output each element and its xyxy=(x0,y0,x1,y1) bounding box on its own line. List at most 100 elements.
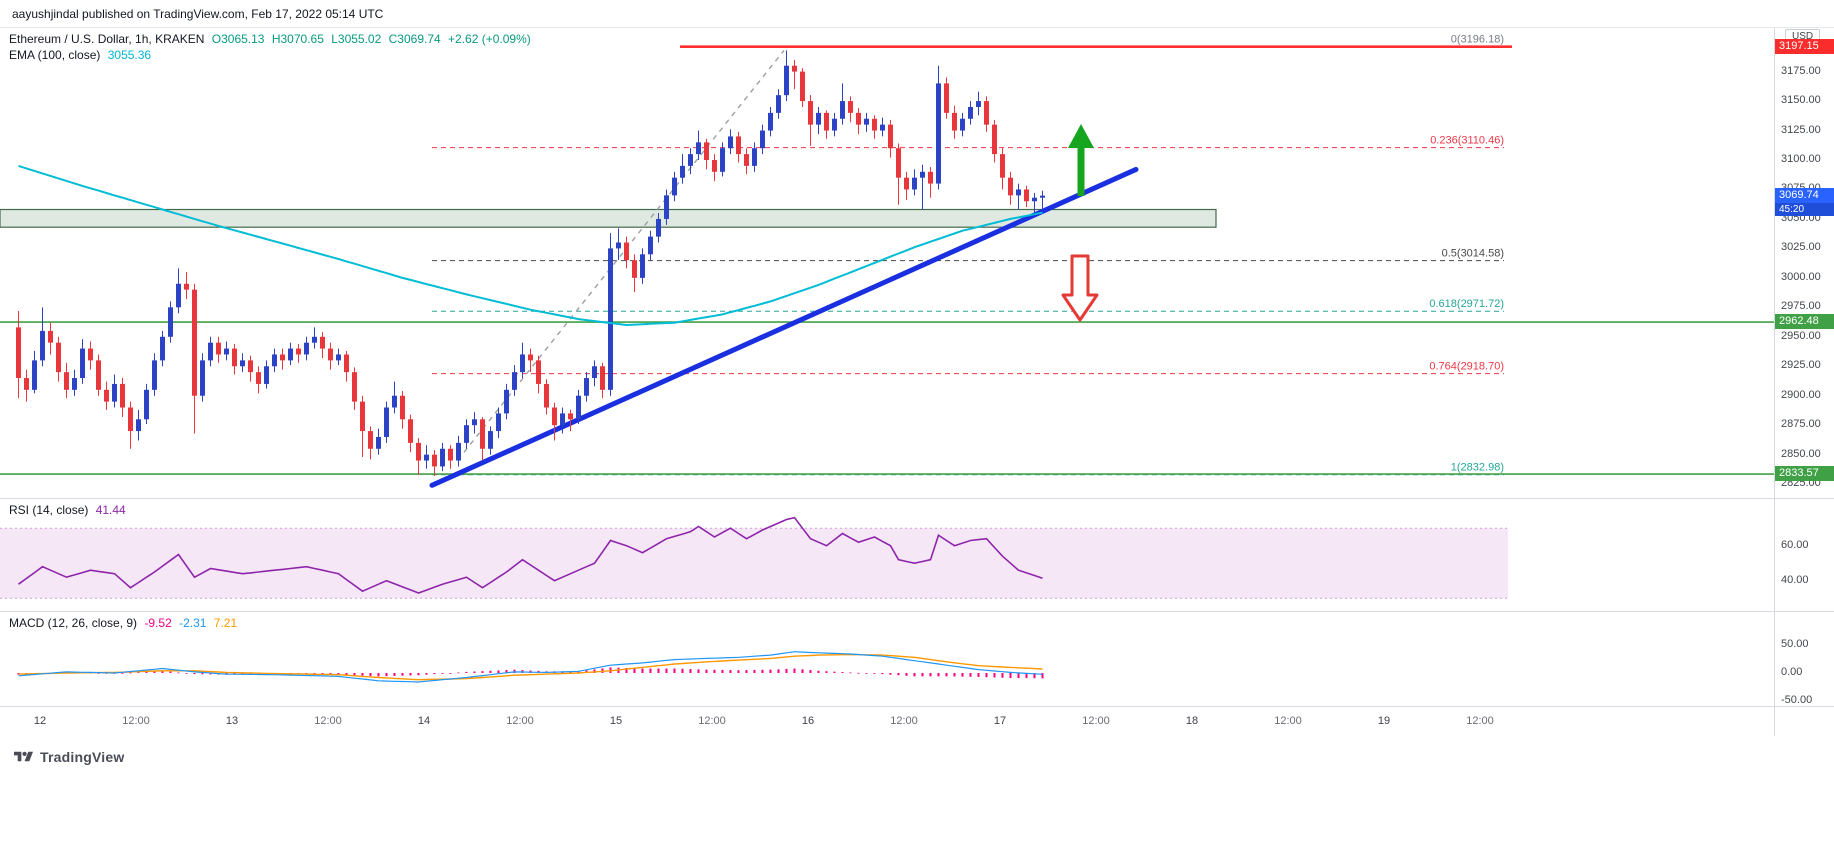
axis-tick-label: 2900.00 xyxy=(1781,388,1821,401)
macd-histogram-bar xyxy=(841,672,844,673)
macd-pane[interactable]: MACD (12, 26, close, 9) -9.52 -2.31 7.21… xyxy=(0,611,1834,706)
macd-histogram-bar xyxy=(129,672,132,674)
macd-histogram-bar xyxy=(361,673,364,676)
candle-body xyxy=(768,112,773,131)
fib-level-label: 0.5(3014.58) xyxy=(1442,248,1504,260)
macd-histogram-bar xyxy=(481,671,484,673)
macd-svg[interactable] xyxy=(0,612,1774,707)
rsi-legend: RSI (14, close) 41.44 xyxy=(9,502,130,518)
change-value: +2.62 (+0.09%) xyxy=(448,32,531,46)
tradingview-logo-icon[interactable] xyxy=(14,749,33,765)
candle-body xyxy=(80,348,85,379)
candle-body xyxy=(280,354,285,361)
macd-histogram-bar xyxy=(849,672,852,674)
candle-body xyxy=(912,177,917,190)
candle-body xyxy=(848,101,853,113)
macd-histogram-bar xyxy=(937,673,940,677)
macd-histogram-bar xyxy=(1025,673,1028,679)
macd-histogram-bar xyxy=(369,673,372,677)
rsi-svg[interactable] xyxy=(0,499,1774,612)
candle-body xyxy=(264,366,269,384)
macd-histogram-bar xyxy=(681,668,684,673)
candle-body xyxy=(712,160,717,172)
macd-histogram-bar xyxy=(153,671,156,673)
time-axis-label: 19 xyxy=(1377,715,1391,727)
time-axis-label: 12 xyxy=(33,715,47,727)
macd-histogram-bar xyxy=(777,669,780,673)
macd-histogram-bar xyxy=(977,673,980,677)
macd-histogram-bar xyxy=(585,670,588,673)
macd-histogram-bar xyxy=(825,671,828,673)
candle-body xyxy=(936,83,941,184)
time-axis-label: 15 xyxy=(609,715,623,727)
macd-histogram-bar xyxy=(801,669,804,673)
high-value: H3070.65 xyxy=(271,32,324,46)
macd-histogram-bar xyxy=(385,673,388,677)
macd-histogram-bar xyxy=(177,672,180,674)
candle-body xyxy=(784,65,789,96)
candle-body xyxy=(832,118,837,131)
macd-histogram-bar xyxy=(897,673,900,676)
candle-body xyxy=(984,101,989,125)
candle-body xyxy=(1024,189,1029,202)
candle-body xyxy=(592,366,597,379)
macd-signal-line xyxy=(18,653,1043,681)
main-legend: Ethereum / U.S. Dollar, 1h, KRAKEN O3065… xyxy=(9,31,535,63)
time-axis[interactable]: 12 12:00 13 12:00 14 12:00 15 12:00 16 12:00 17 12:… xyxy=(0,706,1834,736)
macd-histogram-bar xyxy=(593,669,596,673)
macd-histogram-bar xyxy=(785,668,788,673)
candle-body xyxy=(552,407,557,426)
macd-histogram-bar xyxy=(713,669,716,673)
candle-body xyxy=(976,101,981,107)
axis-tick-label: 60.00 xyxy=(1781,538,1809,551)
candle-body xyxy=(272,354,277,367)
candle-body xyxy=(328,348,333,361)
axis-tick-label: 0.00 xyxy=(1781,666,1803,678)
main-chart-svg[interactable]: 0(3196.18) 0.236(3110.46) 0.5(3014.58) 0.61… xyxy=(0,28,1774,498)
macd-line xyxy=(18,651,1043,683)
candle-body xyxy=(680,165,685,178)
candle-body xyxy=(104,389,109,402)
candle-body xyxy=(424,454,429,461)
macd-histogram-bar xyxy=(193,673,196,675)
macd-histogram-bar xyxy=(641,668,644,673)
macd-histogram-bar xyxy=(433,673,436,675)
candle-countdown: 45:20 xyxy=(1775,202,1834,216)
time-axis-label: 18 xyxy=(1185,715,1199,727)
rsi-axis[interactable]: 60.00 40.00 xyxy=(1774,499,1834,611)
rsi-pane[interactable]: RSI (14, close) 41.44 60.00 40.00 xyxy=(0,498,1834,611)
macd-line-value: -2.31 xyxy=(179,616,207,630)
macd-indicator-label: MACD (12, 26, close, 9) xyxy=(9,616,138,630)
macd-axis[interactable]: 50.00 0.00 -50.00 xyxy=(1774,612,1834,706)
tradingview-brand[interactable]: TradingView xyxy=(40,749,125,765)
macd-histogram-bar xyxy=(769,669,772,673)
macd-histogram-bar xyxy=(665,668,668,673)
macd-histogram-bar xyxy=(729,670,732,673)
candle-body xyxy=(608,248,613,390)
candle-body xyxy=(1032,197,1037,202)
macd-histogram-bar xyxy=(465,671,468,673)
candle-body xyxy=(400,395,405,420)
candle-body xyxy=(320,336,325,349)
candle-body xyxy=(672,177,677,196)
macd-histogram-bar xyxy=(137,672,140,673)
time-axis-label: 12:00 xyxy=(1082,715,1110,727)
macd-histogram-bar xyxy=(673,668,676,673)
macd-histogram-bar xyxy=(625,667,628,673)
macd-histogram-bar xyxy=(449,673,452,674)
candle-body xyxy=(336,354,341,361)
macd-histogram-bar xyxy=(201,673,204,675)
price-axis[interactable]: USD 3175.003150.003125.003100.003075.003… xyxy=(1774,28,1834,498)
candle-body xyxy=(1000,154,1005,178)
macd-histogram-bar xyxy=(577,671,580,673)
low-value: L3055.02 xyxy=(331,32,382,46)
macd-histogram-bar xyxy=(145,671,148,673)
candle-body xyxy=(520,354,525,373)
price-pane[interactable]: 0(3196.18) 0.236(3110.46) 0.5(3014.58) 0.61… xyxy=(0,28,1834,498)
rsi-line xyxy=(18,516,1043,594)
candle-body xyxy=(944,83,949,113)
macd-histogram-bar xyxy=(633,668,636,673)
candle-body xyxy=(864,118,869,125)
candle-body xyxy=(496,413,501,432)
